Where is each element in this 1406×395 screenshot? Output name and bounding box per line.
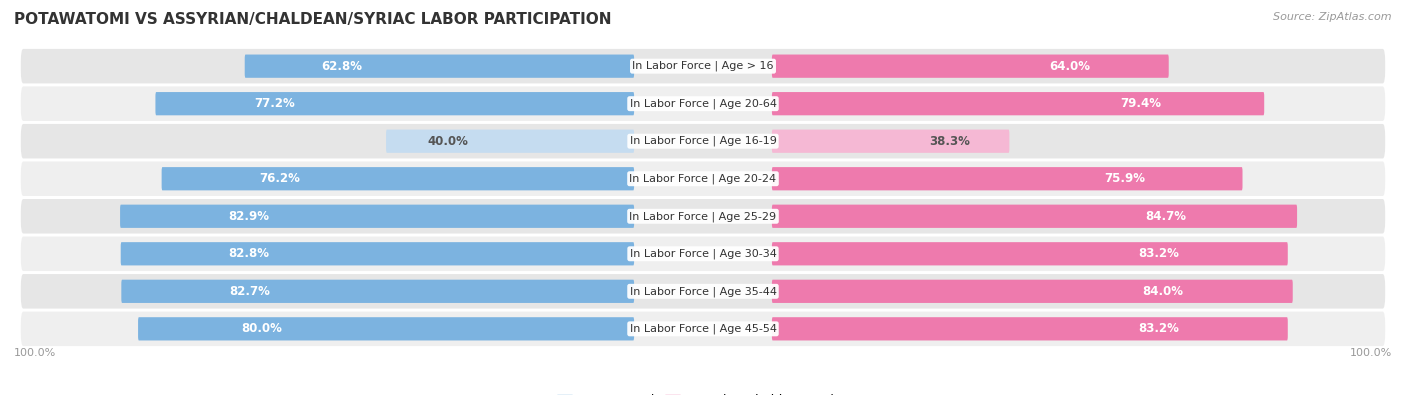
Text: 84.7%: 84.7% [1146, 210, 1187, 223]
FancyBboxPatch shape [772, 167, 1243, 190]
Text: 38.3%: 38.3% [929, 135, 970, 148]
FancyBboxPatch shape [245, 55, 634, 78]
FancyBboxPatch shape [772, 55, 1168, 78]
FancyBboxPatch shape [21, 237, 1385, 271]
Text: In Labor Force | Age 25-29: In Labor Force | Age 25-29 [630, 211, 776, 222]
Text: In Labor Force | Age 30-34: In Labor Force | Age 30-34 [630, 248, 776, 259]
Text: In Labor Force | Age 20-64: In Labor Force | Age 20-64 [630, 98, 776, 109]
Text: In Labor Force | Age 45-54: In Labor Force | Age 45-54 [630, 324, 776, 334]
Text: 40.0%: 40.0% [427, 135, 468, 148]
FancyBboxPatch shape [21, 87, 1385, 121]
Text: 83.2%: 83.2% [1139, 322, 1180, 335]
FancyBboxPatch shape [21, 199, 1385, 233]
Text: 79.4%: 79.4% [1121, 97, 1161, 110]
FancyBboxPatch shape [121, 280, 634, 303]
Text: In Labor Force | Age 35-44: In Labor Force | Age 35-44 [630, 286, 776, 297]
Text: 75.9%: 75.9% [1104, 172, 1146, 185]
Text: 82.8%: 82.8% [229, 247, 270, 260]
FancyBboxPatch shape [772, 130, 1010, 153]
FancyBboxPatch shape [121, 242, 634, 265]
Text: 82.9%: 82.9% [228, 210, 269, 223]
Legend: Potawatomi, Assyrian/Chaldean/Syriac: Potawatomi, Assyrian/Chaldean/Syriac [557, 394, 849, 395]
Text: 80.0%: 80.0% [242, 322, 283, 335]
Text: 76.2%: 76.2% [259, 172, 301, 185]
FancyBboxPatch shape [21, 274, 1385, 308]
FancyBboxPatch shape [772, 280, 1292, 303]
FancyBboxPatch shape [162, 167, 634, 190]
FancyBboxPatch shape [21, 124, 1385, 158]
Text: Source: ZipAtlas.com: Source: ZipAtlas.com [1274, 12, 1392, 22]
Text: In Labor Force | Age > 16: In Labor Force | Age > 16 [633, 61, 773, 71]
Text: In Labor Force | Age 20-24: In Labor Force | Age 20-24 [630, 173, 776, 184]
FancyBboxPatch shape [138, 317, 634, 340]
FancyBboxPatch shape [21, 312, 1385, 346]
FancyBboxPatch shape [772, 317, 1288, 340]
FancyBboxPatch shape [772, 242, 1288, 265]
Text: 62.8%: 62.8% [322, 60, 363, 73]
Text: In Labor Force | Age 16-19: In Labor Force | Age 16-19 [630, 136, 776, 147]
FancyBboxPatch shape [120, 205, 634, 228]
FancyBboxPatch shape [21, 49, 1385, 83]
Text: 77.2%: 77.2% [254, 97, 295, 110]
Text: 100.0%: 100.0% [1350, 348, 1392, 357]
Text: 100.0%: 100.0% [14, 348, 56, 357]
FancyBboxPatch shape [21, 162, 1385, 196]
Text: 83.2%: 83.2% [1139, 247, 1180, 260]
FancyBboxPatch shape [772, 205, 1298, 228]
Text: 82.7%: 82.7% [229, 285, 270, 298]
FancyBboxPatch shape [772, 92, 1264, 115]
FancyBboxPatch shape [387, 130, 634, 153]
Text: 64.0%: 64.0% [1049, 60, 1090, 73]
Text: POTAWATOMI VS ASSYRIAN/CHALDEAN/SYRIAC LABOR PARTICIPATION: POTAWATOMI VS ASSYRIAN/CHALDEAN/SYRIAC L… [14, 12, 612, 27]
Text: 84.0%: 84.0% [1142, 285, 1182, 298]
FancyBboxPatch shape [156, 92, 634, 115]
